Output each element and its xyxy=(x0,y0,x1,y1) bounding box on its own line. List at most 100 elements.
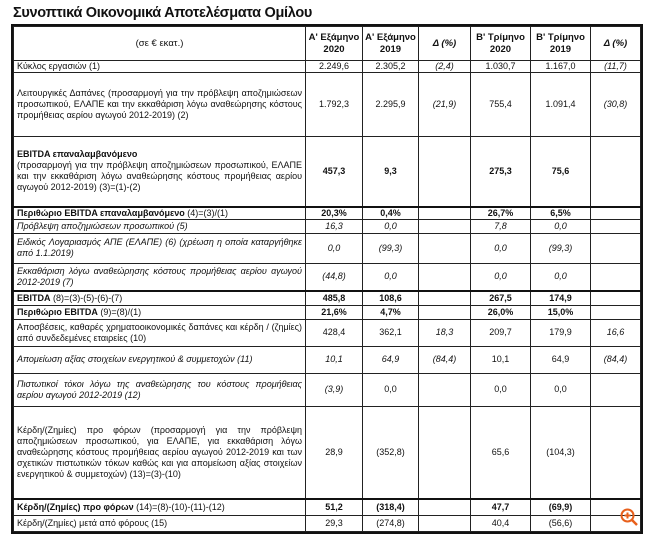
cell-value: (99,3) xyxy=(530,232,591,264)
column-header-period: Α' Εξάμηνο xyxy=(365,31,416,43)
cell-value: 16,6 xyxy=(590,318,641,347)
row-label-bold: Περιθώριο EBITDA xyxy=(17,306,98,317)
row-label-text: Απομείωση αξίας στοιχείων ενεργητικού & … xyxy=(17,354,253,364)
column-header-period: Δ (%) xyxy=(603,37,628,49)
cell-value: 0,0 xyxy=(305,232,363,264)
cell-value: 209,7 xyxy=(470,318,531,347)
column-header: Δ (%) xyxy=(418,26,471,61)
cell-value: 9,3 xyxy=(362,136,419,208)
cell-value: (30,8) xyxy=(590,72,641,137)
column-header: Α' Εξάμηνο 2019 xyxy=(362,26,419,61)
zoom-in-icon[interactable] xyxy=(620,508,638,526)
cell-value xyxy=(418,372,471,407)
cell-value: 7,8 xyxy=(470,218,531,234)
row-label-text: (8)=(3)-(5)-(6)-(7) xyxy=(53,292,123,303)
cell-value: 108,6 xyxy=(362,290,419,306)
column-header-period: Β' Τρίμηνο xyxy=(476,31,525,43)
table-row: Κέρδη/(Ζημίες) μετά από φόρους (15) 29,3(… xyxy=(13,514,641,532)
row-label-text: (προσαρμογή για την πρόβλεψη αποζημιώσεω… xyxy=(17,160,302,193)
cell-value: (99,3) xyxy=(362,232,419,264)
cell-value: 20,3% xyxy=(305,206,363,220)
row-label: Περιθώριο EBITDA επαναλαμβανόμενο (4)=(3… xyxy=(13,206,306,220)
cell-value: 16,3 xyxy=(305,218,363,234)
table-row: EBITDA (8)=(3)-(5)-(6)-(7) 485,8 108,6 267,… xyxy=(13,290,641,306)
row-label-text: (14)=(8)-(10)-(11)-(12) xyxy=(136,501,225,512)
row-label: Κέρδη/(Ζημίες) μετά από φόρους (15) xyxy=(13,514,306,532)
cell-value: 0,0 xyxy=(362,372,419,407)
column-header-year: 2020 xyxy=(489,43,512,55)
cell-value: 64,9 xyxy=(362,345,419,374)
row-label-text: Ειδικός Λογαριασμός ΑΠΕ (ΕΛΑΠΕ) (6) (χρέ… xyxy=(17,237,302,258)
cell-value xyxy=(590,136,641,208)
column-header-period: Δ (%) xyxy=(432,37,457,49)
cell-value: (84,4) xyxy=(590,345,641,374)
cell-value: (44,8) xyxy=(305,262,363,292)
cell-value: (352,8) xyxy=(362,405,419,500)
row-label-text: Εκκαθάριση λόγω αναθεώρησης κόστους προμ… xyxy=(17,265,302,287)
table-row: Πιστωτικοί τόκοι λόγω της αναθεώρησης το… xyxy=(13,372,641,407)
row-label-bold: Κέρδη/(Ζημίες) προ φόρων xyxy=(17,501,134,512)
cell-value: 65,6 xyxy=(470,405,531,500)
cell-value: (69,9) xyxy=(530,498,591,516)
cell-value: 275,3 xyxy=(470,136,531,208)
cell-value: 457,3 xyxy=(305,136,363,208)
cell-value: 174,9 xyxy=(530,290,591,306)
row-label: Περιθώριο EBITDA (9)=(8)/(1) xyxy=(13,304,306,320)
row-label-text: Πιστωτικοί τόκοι λόγω της αναθεώρησης το… xyxy=(17,378,302,400)
column-header-year: 2019 xyxy=(379,43,402,55)
cell-value: (2,4) xyxy=(418,60,471,73)
cell-value: 15,0% xyxy=(530,304,591,320)
cell-value: 29,3 xyxy=(305,514,363,532)
cell-value: 755,4 xyxy=(470,72,531,137)
cell-value: 0,0 xyxy=(530,218,591,234)
cell-value: 428,4 xyxy=(305,318,363,347)
row-label: Λειτουργικές Δαπάνες (προσαρμογή για την… xyxy=(13,72,306,137)
column-header: Β' Τρίμηνο 2020 xyxy=(470,26,531,61)
table-row: Πρόβλεψη αποζημιώσεων προσωπικού (5) 16,3… xyxy=(13,218,641,234)
cell-value: 485,8 xyxy=(305,290,363,306)
column-header-period: Α' Εξάμηνο xyxy=(308,31,360,43)
cell-value: 0,0 xyxy=(470,262,531,292)
cell-value: 0,0 xyxy=(362,218,419,234)
cell-value xyxy=(590,405,641,500)
row-label: Αποσβέσεις, καθαρές χρηματοοικονομικές δ… xyxy=(13,318,306,347)
cell-value xyxy=(418,514,471,532)
cell-value: 1.167,0 xyxy=(530,60,591,73)
row-label: EBITDA (8)=(3)-(5)-(6)-(7) xyxy=(13,290,306,306)
cell-value xyxy=(590,218,641,234)
table-row: Κέρδη/(Ζημίες) προ φόρων (προσαρμογή για… xyxy=(13,405,641,500)
table-row: Περιθώριο EBITDA (9)=(8)/(1) 21,6% 4,7% 26,… xyxy=(13,304,641,320)
cell-value xyxy=(418,136,471,208)
table-row: Περιθώριο EBITDA επαναλαμβανόμενο (4)=(3… xyxy=(13,206,641,220)
column-header-year: 2020 xyxy=(323,43,345,55)
table-row: Εκκαθάριση λόγω αναθεώρησης κόστους προμ… xyxy=(13,262,641,292)
cell-value: (318,4) xyxy=(362,498,419,516)
row-label: Κύκλος εργασιών (1) xyxy=(13,60,306,73)
row-label-text: (9)=(8)/(1) xyxy=(100,306,142,317)
column-header-period: Β' Τρίμηνο xyxy=(536,31,585,43)
cell-value: 1.091,4 xyxy=(530,72,591,137)
row-label: Εκκαθάριση λόγω αναθεώρησης κόστους προμ… xyxy=(13,262,306,292)
cell-value xyxy=(590,514,641,532)
row-label-text: Κέρδη/(Ζημίες) μετά από φόρους (15) xyxy=(17,517,168,528)
cell-value xyxy=(418,405,471,500)
cell-value: 21,6% xyxy=(305,304,363,320)
cell-value: 10,1 xyxy=(470,345,531,374)
row-label-text: Λειτουργικές Δαπάνες (προσαρμογή για την… xyxy=(17,88,302,120)
cell-value: 64,9 xyxy=(530,345,591,374)
cell-value: 6,5% xyxy=(530,206,591,220)
table-row: Αποσβέσεις, καθαρές χρηματοοικονομικές δ… xyxy=(13,318,641,347)
cell-value xyxy=(590,206,641,220)
cell-value xyxy=(590,372,641,407)
cell-value: 26,7% xyxy=(470,206,531,220)
cell-value: (21,9) xyxy=(418,72,471,137)
cell-value: 0,0 xyxy=(530,372,591,407)
row-label-text: Κέρδη/(Ζημίες) προ φόρων (προσαρμογή για… xyxy=(17,424,302,479)
cell-value: (84,4) xyxy=(418,345,471,374)
cell-value xyxy=(590,290,641,306)
cell-value xyxy=(418,262,471,292)
cell-value: 1.792,3 xyxy=(305,72,363,137)
row-label-bold: EBITDA xyxy=(17,292,51,303)
cell-value: (11,7) xyxy=(590,60,641,73)
column-header: Β' Τρίμηνο 2019 xyxy=(530,26,591,61)
